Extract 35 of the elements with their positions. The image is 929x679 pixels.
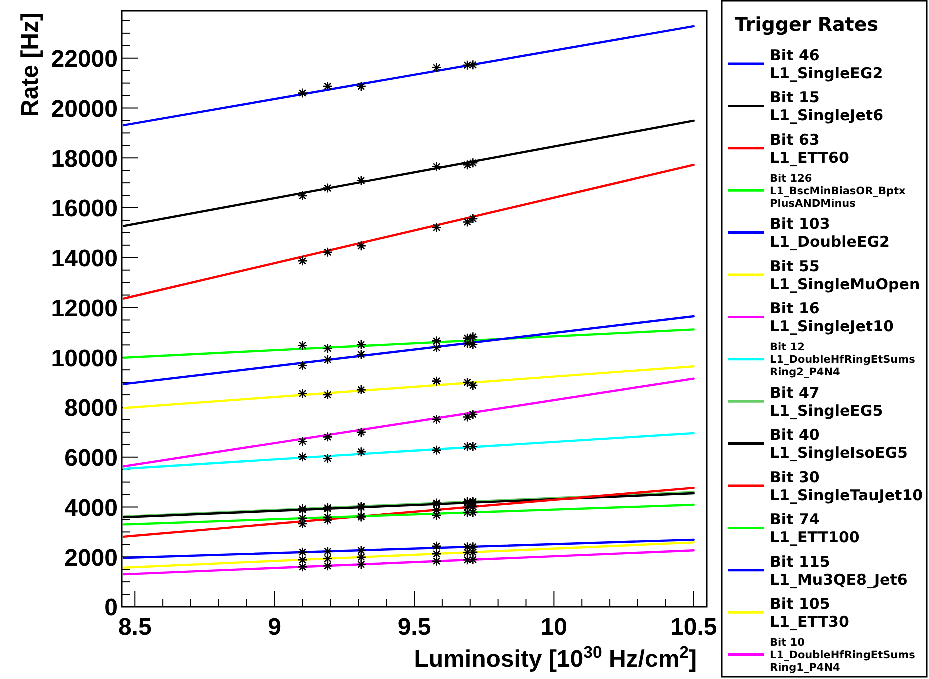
legend-label: Bit 16 L1_SingleJet10 (770, 300, 894, 336)
legend-label: Bit 46 L1_SingleEG2 (770, 46, 884, 82)
legend-title: Trigger Rates (735, 14, 879, 36)
legend-label: Bit 15 L1_SingleJet6 (770, 88, 884, 125)
legend-label: Bit 63 L1_ETT60 (770, 130, 850, 167)
legend-label: Bit 105 L1_ETT30 (770, 595, 850, 631)
x-tick-label: 10.5 (670, 614, 718, 641)
y-tick-label: 22000 (51, 46, 118, 74)
x-tick-label: 9.5 (398, 614, 432, 641)
legend-label: Bit 55 L1_SingleMuOpen (770, 257, 920, 294)
x-tick-label: 9 (268, 614, 282, 641)
legend-label: Bit 126 L1_BscMinBiasOR_Bptx PlusANDMinus (770, 172, 906, 210)
legend-label: Bit 115 L1_Mu3QE8_Jet6 (770, 552, 908, 589)
legend-label: Bit 10 L1_DoubleHfRingEtSums Ring1_P4N4 (770, 637, 916, 674)
y-tick-label: 0 (104, 594, 118, 622)
legend-label: Bit 40 L1_SingleIsoEG5 (770, 426, 908, 462)
y-tick-label: 2000 (64, 544, 118, 572)
y-tick-label: 18000 (51, 146, 118, 173)
y-tick-label: 16000 (51, 196, 118, 223)
x-tick-label: 10 (540, 614, 568, 641)
x-tick-label: 8.5 (118, 614, 152, 641)
y-tick-label: 12000 (51, 295, 118, 322)
legend-label: Bit 74 L1_ETT100 (770, 510, 860, 547)
y-tick-label: 20000 (51, 96, 118, 123)
legend-label: Bit 47 L1_SingleEG5 (770, 384, 884, 420)
y-tick-label: 6000 (64, 445, 118, 472)
legend-label: Bit 30 L1_SingleTauJet10 (770, 468, 924, 504)
y-tick-label: 4000 (64, 494, 118, 522)
x-axis-title: Luminosity [10$^{30}$ Hz/cm$^{2}$] (414, 642, 697, 673)
y-tick-label: 10000 (51, 345, 118, 372)
legend-label: Bit 103 L1_DoubleEG2 (770, 215, 890, 252)
y-tick-label: 8000 (64, 395, 118, 422)
y-tick-label: 14000 (51, 246, 118, 273)
y-axis-title: Rate [Hz] (17, 13, 44, 118)
legend-label: Bit 12 L1_DoubleHfRingEtSums Ring2_P4N4 (770, 342, 916, 379)
